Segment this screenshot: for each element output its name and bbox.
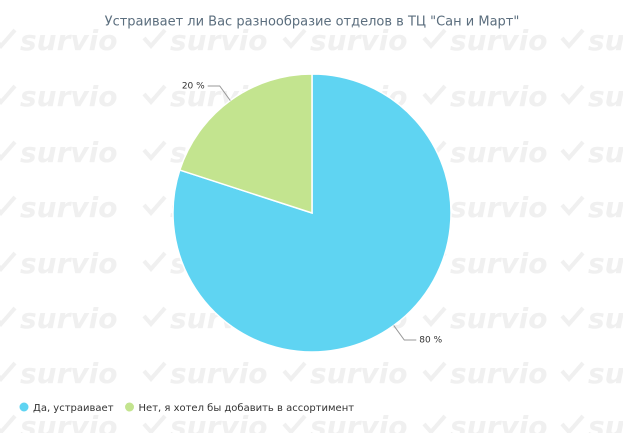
watermark-check: [560, 140, 585, 162]
watermark-check: [142, 140, 167, 162]
watermark-check: [142, 306, 167, 328]
watermark-check: [422, 306, 447, 328]
watermark-text: survio: [20, 302, 118, 335]
watermark-check: [0, 251, 17, 273]
watermark-check: [142, 195, 167, 217]
watermark-text: survio: [450, 247, 548, 280]
watermark-text: survio: [588, 247, 623, 280]
legend-marker: [125, 402, 135, 412]
watermark-text: survio: [170, 357, 268, 390]
watermark-text: survio: [588, 410, 623, 433]
watermark-check: [142, 28, 167, 50]
watermark-check: [560, 84, 585, 106]
watermark-text: survio: [310, 410, 408, 433]
watermark-check: [560, 361, 585, 383]
watermark-text: survio: [450, 80, 548, 113]
watermark-text: survio: [450, 24, 548, 57]
watermark-text: survio: [20, 80, 118, 113]
watermark-text: survio: [588, 136, 623, 169]
watermark-check: [422, 414, 447, 433]
watermark-text: survio: [310, 24, 408, 57]
legend-marker: [19, 402, 29, 412]
watermark-check: [0, 306, 17, 328]
watermark-check: [0, 140, 17, 162]
watermark-text: survio: [588, 357, 623, 390]
legend-label: Нет, я хотел бы добавить в ассортимент: [139, 403, 355, 414]
watermark-check: [282, 28, 307, 50]
watermark-text: survio: [450, 191, 548, 224]
data-label: 80 %: [419, 336, 442, 346]
watermark-text: survio: [170, 410, 268, 433]
watermark-check: [0, 84, 17, 106]
watermark-text: survio: [20, 191, 118, 224]
watermark-text: survio: [588, 302, 623, 335]
data-label: 20 %: [182, 81, 205, 91]
watermark-check: [560, 414, 585, 433]
watermark-text: survio: [20, 410, 118, 433]
watermark-text: survio: [588, 80, 623, 113]
legend-label: Да, устраивает: [33, 403, 114, 414]
watermark-text: survio: [450, 410, 548, 433]
watermark-check: [422, 361, 447, 383]
watermark-text: survio: [588, 24, 623, 57]
chart-title: Устраивает ли Вас разнообразие отделов в…: [105, 15, 520, 30]
watermark-check: [0, 28, 17, 50]
watermark-check: [0, 195, 17, 217]
watermark-check: [142, 414, 167, 433]
watermark-text: survio: [20, 24, 118, 57]
watermark-check: [0, 361, 17, 383]
watermark-check: [0, 414, 17, 433]
watermark-layer: survio survio survio survio survio survio surv…: [0, 24, 623, 433]
watermark-text: survio: [310, 357, 408, 390]
watermark-check: [282, 361, 307, 383]
watermark-check: [142, 84, 167, 106]
watermark-text: survio: [20, 136, 118, 169]
watermark-check: [560, 251, 585, 273]
watermark-text: survio: [450, 302, 548, 335]
watermark-text: survio: [20, 357, 118, 390]
watermark-check: [142, 361, 167, 383]
watermark-check: [560, 195, 585, 217]
watermark-check: [422, 28, 447, 50]
watermark-text: survio: [20, 247, 118, 280]
leader-line: [393, 325, 417, 341]
watermark-check: [560, 306, 585, 328]
watermark-text: survio: [450, 136, 548, 169]
watermark-text: survio: [170, 24, 268, 57]
leader-line: [207, 85, 231, 101]
watermark-check: [560, 28, 585, 50]
watermark-check: [282, 414, 307, 433]
watermark-text: survio: [450, 357, 548, 390]
watermark-check: [422, 84, 447, 106]
watermark-text: survio: [588, 191, 623, 224]
watermark-check: [142, 251, 167, 273]
